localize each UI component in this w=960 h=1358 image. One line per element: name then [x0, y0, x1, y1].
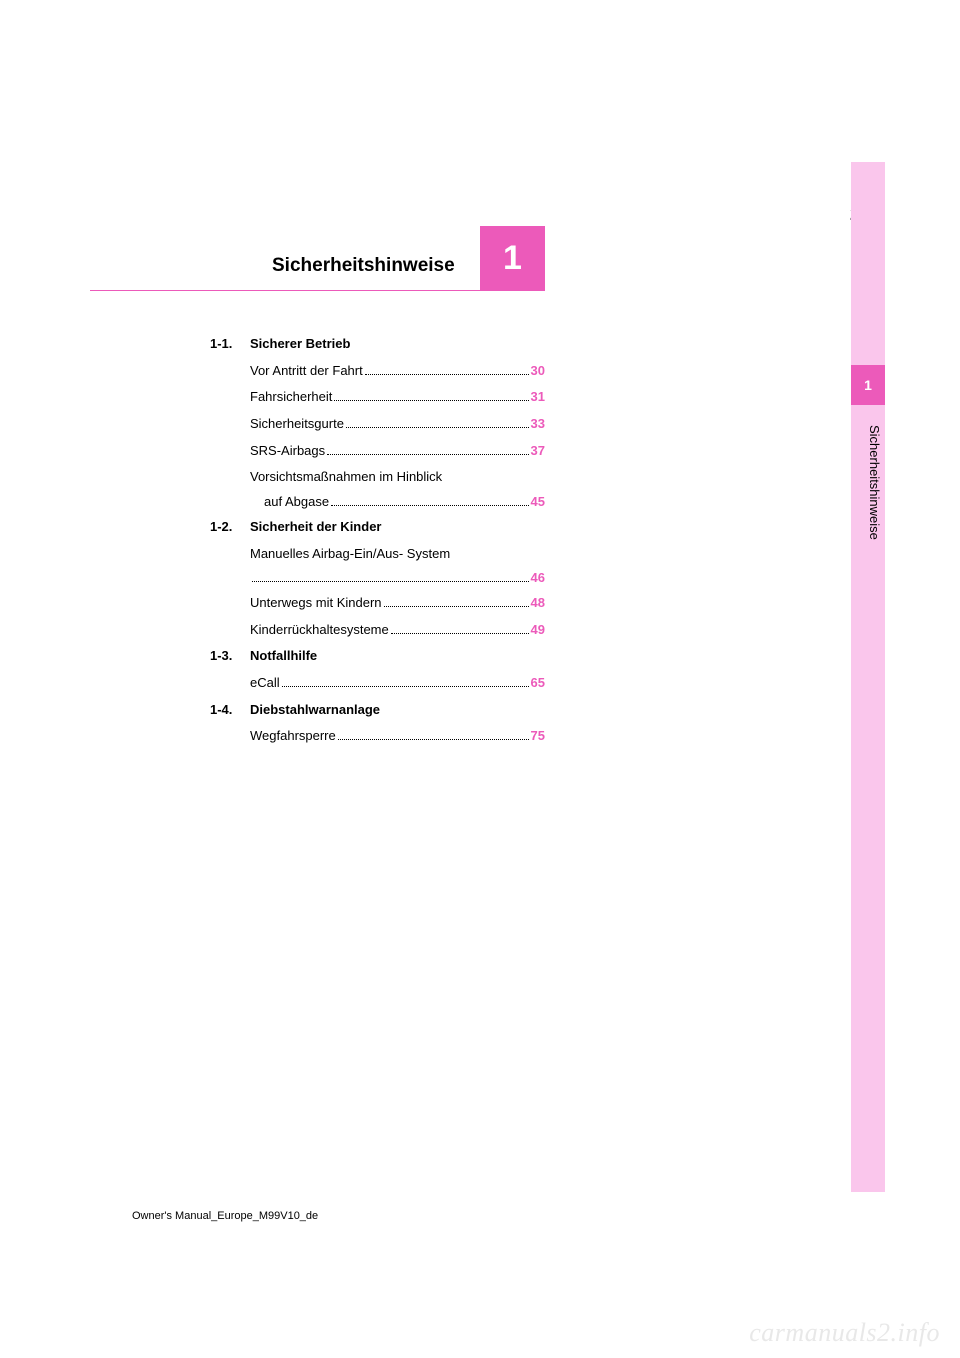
toc-entry[interactable]: Fahrsicherheit 31 [250, 385, 545, 410]
toc-section-heading: 1-3. Notfallhilfe [210, 644, 545, 669]
toc-entry[interactable]: Vor Antritt der Fahrt 30 [250, 359, 545, 384]
toc-entries: Vor Antritt der Fahrt 30 Fahrsicherheit … [250, 359, 545, 515]
toc-leader-dots [334, 400, 528, 401]
toc-leader-dots [391, 633, 529, 634]
toc-entry-label: Sicherheitsgurte [250, 412, 344, 437]
toc-entry[interactable]: Sicherheitsgurte 33 [250, 412, 545, 437]
toc-page-ref: 48 [531, 591, 545, 616]
footer-text: Owner's Manual_Europe_M99V10_de [132, 1210, 318, 1222]
toc-entry-label: Fahrsicherheit [250, 385, 332, 410]
toc-entry[interactable]: eCall 65 [250, 671, 545, 696]
toc-section-num: 1-3. [210, 644, 250, 669]
side-label: Sicherheitshinweise [854, 425, 882, 585]
watermark: carmanuals2.info [749, 1318, 940, 1348]
toc-entry-label: Kinderrückhaltesysteme [250, 618, 389, 643]
toc-entries: Wegfahrsperre 75 [250, 724, 545, 749]
toc-section-title: Notfallhilfe [250, 644, 317, 669]
toc-page-ref: 46 [531, 566, 545, 591]
toc-page-ref: 37 [531, 439, 545, 464]
toc-page-ref: 30 [531, 359, 545, 384]
divider-line [90, 290, 480, 291]
toc-page-ref: 33 [531, 412, 545, 437]
toc-entry-label: Wegfahrsperre [250, 724, 336, 749]
toc-leader-dots [252, 581, 529, 582]
toc-page-ref: 45 [531, 490, 545, 515]
toc-entry-label: Unterwegs mit Kindern [250, 591, 382, 616]
toc-entry-label: Vorsichtsmaßnahmen im Hinblick [250, 465, 545, 490]
manual-page: 29 Sicherheitshinweise 1 1 Sicherheitshi… [0, 0, 960, 1358]
side-tab: 1 [851, 365, 885, 405]
toc-entry[interactable]: SRS-Airbags 37 [250, 439, 545, 464]
toc-entries: Manuelles Airbag-Ein/Aus- System 46 Unte… [250, 542, 545, 643]
toc-section-heading: 1-4. Diebstahlwarnanlage [210, 698, 545, 723]
toc-section-num: 1-4. [210, 698, 250, 723]
toc-entry[interactable]: Wegfahrsperre 75 [250, 724, 545, 749]
side-strip [851, 162, 885, 1192]
toc-leader-dots [384, 606, 529, 607]
toc-leader-dots [327, 454, 528, 455]
toc-section-heading: 1-2. Sicherheit der Kinder [210, 515, 545, 540]
toc-leader-dots [338, 739, 529, 740]
toc-page-ref: 49 [531, 618, 545, 643]
toc-entry-label: Manuelles Airbag-Ein/Aus- System [250, 542, 545, 567]
toc-page-ref: 65 [531, 671, 545, 696]
toc-page-ref: 75 [531, 724, 545, 749]
toc-section-title: Sicherheit der Kinder [250, 515, 381, 540]
toc-leader-dots [346, 427, 529, 428]
toc-leader-dots [331, 505, 528, 506]
toc-entry[interactable]: Manuelles Airbag-Ein/Aus- System 46 [250, 542, 545, 591]
toc-entry-label: Vor Antritt der Fahrt [250, 359, 363, 384]
toc-section-num: 1-2. [210, 515, 250, 540]
toc-entries: eCall 65 [250, 671, 545, 696]
toc-leader-dots [365, 374, 529, 375]
chapter-title: Sicherheitshinweise [272, 255, 455, 277]
toc-entry[interactable]: Kinderrückhaltesysteme 49 [250, 618, 545, 643]
toc-leader-dots [282, 686, 529, 687]
toc-section-title: Diebstahlwarnanlage [250, 698, 380, 723]
toc-section-num: 1-1. [210, 332, 250, 357]
toc-entry-label-cont: auf Abgase [264, 490, 329, 515]
table-of-contents: 1-1. Sicherer Betrieb Vor Antritt der Fa… [210, 332, 545, 751]
toc-section-title: Sicherer Betrieb [250, 332, 350, 357]
toc-entry-label: eCall [250, 671, 280, 696]
toc-entry[interactable]: Vorsichtsmaßnahmen im Hinblick auf Abgas… [250, 465, 545, 514]
toc-page-ref: 31 [531, 385, 545, 410]
chapter-number: 1 [480, 226, 545, 291]
toc-entry-label: SRS-Airbags [250, 439, 325, 464]
toc-section-heading: 1-1. Sicherer Betrieb [210, 332, 545, 357]
toc-entry[interactable]: Unterwegs mit Kindern 48 [250, 591, 545, 616]
